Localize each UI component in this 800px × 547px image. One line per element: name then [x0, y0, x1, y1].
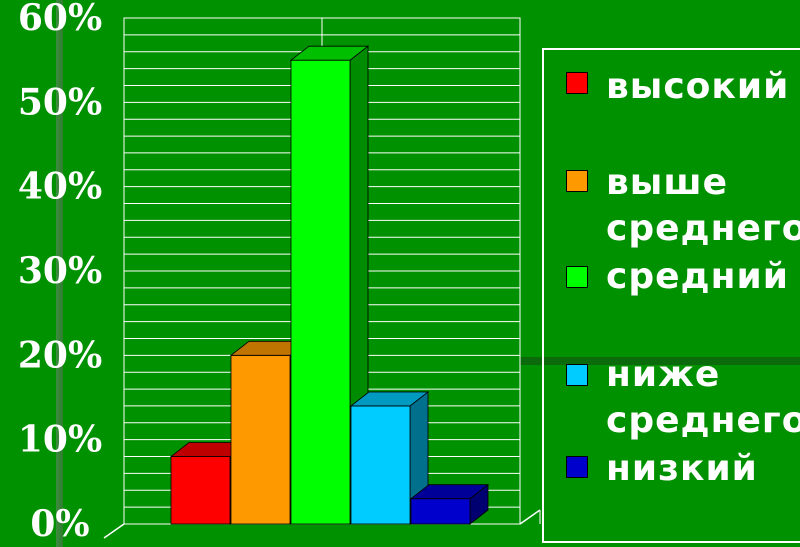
bar-top [289, 45, 370, 61]
legend-swatch-above-average [566, 170, 588, 192]
y-tick-label: 10% [18, 419, 102, 461]
legend-label-below-average: ниже среднего [606, 354, 800, 441]
bar [170, 456, 231, 525]
y-tick-label: 60% [18, 0, 102, 39]
bar [290, 59, 351, 525]
legend-label-average: средний [606, 256, 789, 297]
y-tick-label: 30% [18, 250, 102, 292]
chart-legend: высокий выше среднего средний ниже средн… [542, 48, 800, 543]
bar [230, 354, 291, 525]
legend-swatch-below-average [566, 364, 588, 386]
legend-swatch-average [566, 266, 588, 288]
background-stripe-horizontal [520, 357, 800, 365]
bar [350, 405, 411, 525]
floor-edge-right [519, 509, 541, 525]
bar [410, 498, 471, 525]
legend-label-above-average: выше среднего [606, 162, 800, 249]
y-tick-label: 0% [30, 503, 89, 545]
legend-swatch-high [566, 72, 588, 94]
floor-edge-left [103, 523, 125, 539]
legend-swatch-low [566, 456, 588, 478]
bar-top [409, 484, 490, 500]
y-tick-label: 50% [18, 81, 102, 123]
bar-top [349, 391, 430, 407]
legend-label-low: низкий [606, 448, 758, 489]
y-tick-label: 20% [18, 334, 102, 376]
background-stripe-vertical [56, 0, 63, 547]
legend-label-high: высокий [606, 66, 790, 107]
y-tick-label: 40% [18, 166, 102, 208]
